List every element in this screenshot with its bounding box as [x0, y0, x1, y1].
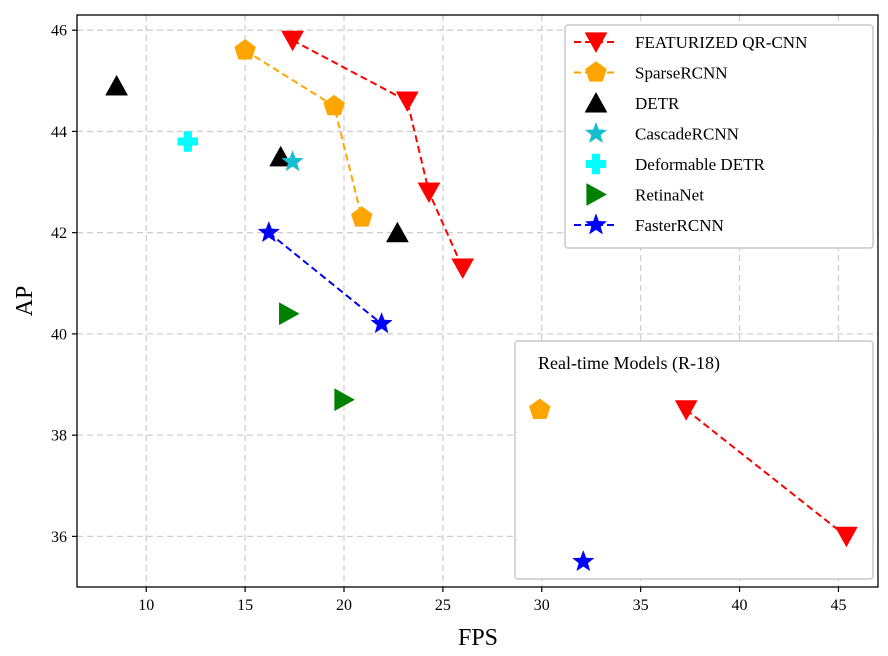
series-sparsercnn-point [234, 39, 256, 60]
y-axis-title: AP [12, 286, 38, 317]
lines-layer [244, 39, 848, 538]
series-fasterrcnn-point [370, 312, 393, 334]
legend-detr-marker [584, 91, 608, 113]
y-tick-label: 38 [51, 428, 67, 445]
ticks-layer: 10 15 20 25 30 35 40 45 36 38 40 42 44 46 [51, 23, 846, 614]
markers-layer [105, 30, 858, 572]
series-featurized-qr-cnn-line [292, 39, 464, 269]
series-featurized-qr-cnn-point [281, 30, 305, 52]
inset-box [514, 340, 874, 580]
series-deformable-detr-point [177, 131, 199, 152]
series-sparsercnn-point [351, 206, 373, 227]
legend-sparsercnn-marker [585, 61, 607, 82]
inset-series-sparsercnn-point [529, 398, 551, 419]
legend-featurized-qr-cnn-marker [584, 32, 608, 54]
series-featurized-qr-cnn-point [451, 258, 475, 280]
series-featurized-qr-cnn-point [395, 91, 419, 113]
legend-cascadercnn-marker [584, 121, 608, 143]
inset-series-featurized-qr-cnn-point [834, 526, 858, 548]
series-cascadercnn-point [281, 150, 304, 172]
x-tick-label: 45 [830, 597, 846, 614]
y-tick-label: 42 [51, 225, 67, 242]
x-tick-label: 40 [732, 597, 748, 614]
legend: FEATURIZED QR-CNN SparseRCNN DETR CascadeRC… [564, 24, 874, 249]
x-tick-label: 15 [237, 597, 253, 614]
legend-box [564, 24, 874, 249]
series-retinanet-point [334, 388, 355, 412]
legend-cascadercnn-label: CascadeRCNN [635, 125, 739, 144]
y-tick-label: 46 [51, 23, 67, 40]
plot-frame [76, 14, 879, 588]
series-detr-point [385, 221, 409, 243]
legend-fasterrcnn-marker [584, 213, 608, 235]
legend-retinanet-marker [586, 183, 608, 206]
x-tick-label: 30 [534, 597, 550, 614]
legend-detr-label: DETR [635, 94, 680, 113]
legend-sparsercnn-label: SparseRCNN [635, 64, 728, 83]
legend-deformable-detr-label: Deformable DETR [635, 155, 765, 174]
series-featurized-qr-cnn-point [417, 182, 441, 204]
inset-series-featurized-qr-cnn-point [674, 400, 698, 421]
legend-deformable-detr-marker [585, 153, 607, 175]
x-tick-label: 25 [435, 597, 451, 614]
legend-retinanet-label: RetinaNet [635, 186, 704, 205]
series-detr-point [105, 74, 129, 96]
inset-series-featurized-qr-cnn-line [685, 409, 848, 538]
y-tick-label: 44 [51, 124, 67, 141]
grid-layer [77, 15, 878, 587]
series-retinanet-point [279, 302, 300, 326]
x-tick-label: 20 [336, 597, 352, 614]
x-axis-title: FPS [458, 625, 498, 651]
legend-fasterrcnn-label: FasterRCNN [635, 216, 724, 235]
x-tick-label: 10 [138, 597, 154, 614]
y-tick-label: 36 [51, 529, 67, 546]
series-sparsercnn-point [323, 94, 345, 116]
inset-title: Real-time Models (R-18) [538, 353, 720, 374]
legend-featurized-qr-cnn-label: FEATURIZED QR-CNN [635, 33, 807, 52]
series-fasterrcnn-line [268, 231, 383, 325]
inset-series-fasterrcnn-point [572, 549, 595, 572]
y-tick-label: 40 [51, 326, 67, 343]
series-fasterrcnn-point [257, 220, 280, 243]
inset-layer: Real-time Models (R-18) [514, 340, 874, 580]
x-tick-label: 35 [633, 597, 649, 614]
